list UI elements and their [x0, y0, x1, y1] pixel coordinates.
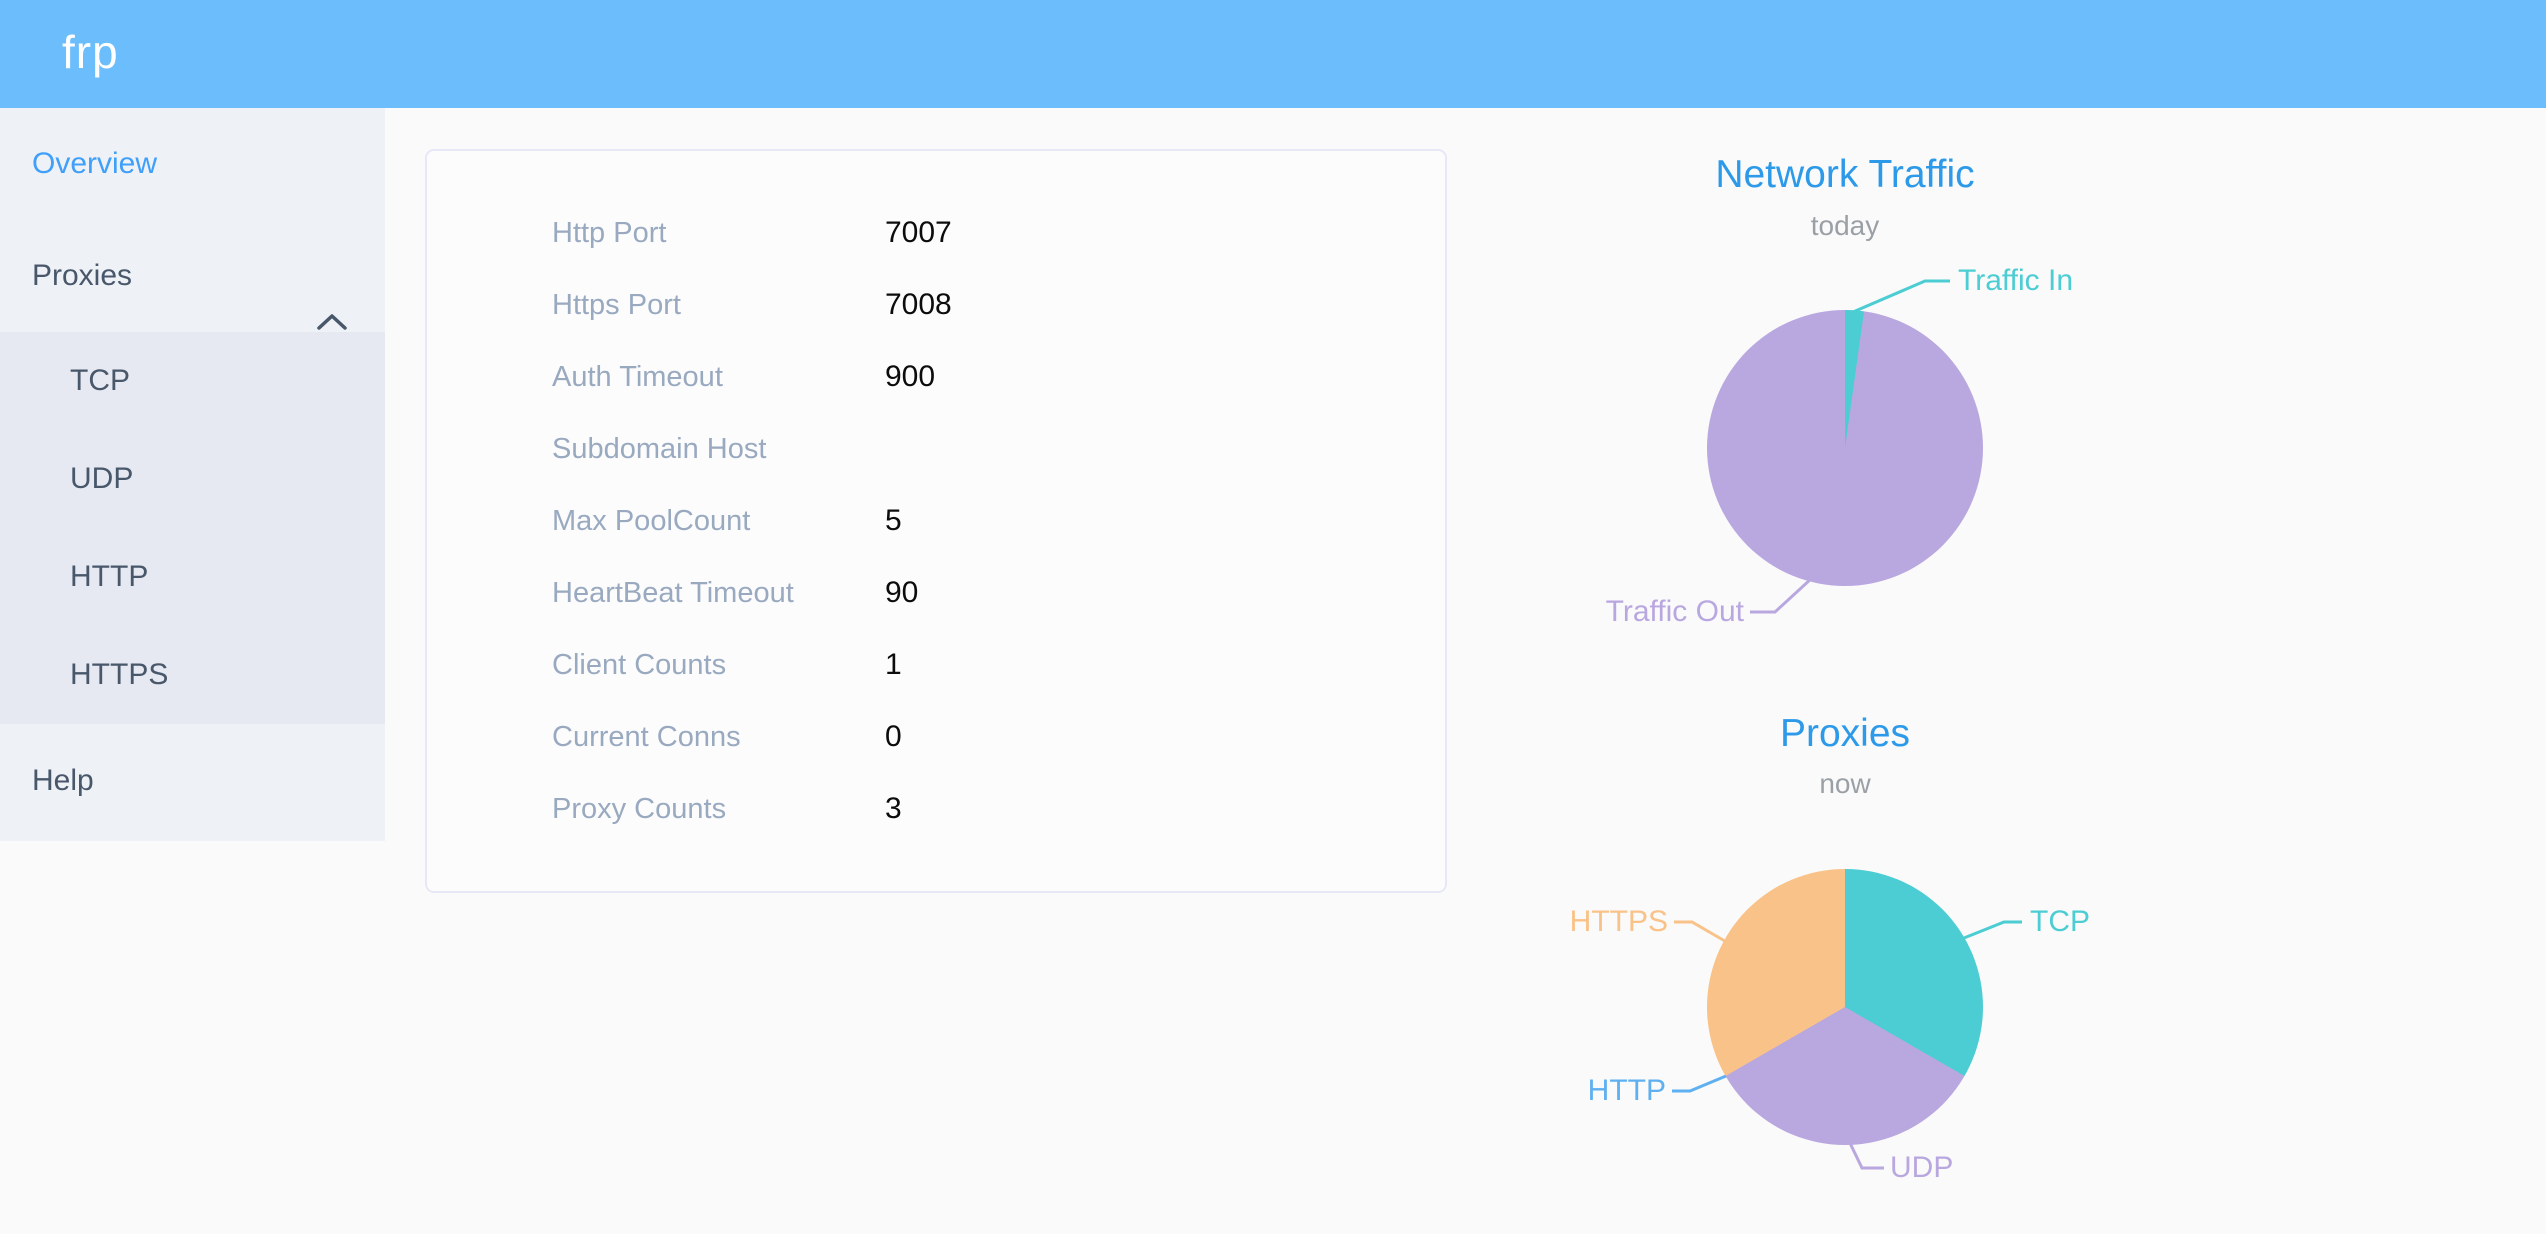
info-value: 7007: [885, 216, 952, 249]
info-row: HeartBeat Timeout 90: [427, 557, 1445, 629]
info-label: Client Counts: [552, 648, 727, 681]
info-label: Https Port: [552, 288, 681, 321]
network-traffic-title: Network Traffic: [1715, 153, 1975, 196]
http-slice-label: HTTP: [1587, 1074, 1666, 1107]
info-value: 0: [885, 720, 902, 753]
sidebar-item-label: UDP: [70, 462, 134, 495]
chevron-up-icon: [315, 267, 349, 330]
sidebar-item-label: TCP: [70, 364, 130, 397]
sidebar-item-tcp[interactable]: TCP: [0, 332, 385, 430]
info-value: 7008: [885, 288, 952, 321]
sidebar-item-https[interactable]: HTTPS: [0, 626, 385, 724]
info-label: Current Conns: [552, 720, 741, 753]
sidebar-item-http[interactable]: HTTP: [0, 528, 385, 626]
traffic-in-leader-line: [1852, 279, 1950, 314]
sidebar-item-label: Help: [32, 764, 94, 797]
sidebar-item-label: Overview: [32, 147, 158, 180]
info-value: 3: [885, 792, 902, 825]
info-row: Auth Timeout 900: [427, 341, 1445, 413]
sidebar-item-proxies[interactable]: Proxies: [0, 220, 385, 332]
info-row: Subdomain Host: [427, 413, 1445, 485]
sidebar-item-label: Proxies: [32, 259, 133, 292]
info-row: Proxy Counts 3: [427, 773, 1445, 845]
traffic-out-leader-line: [1750, 576, 1814, 614]
sidebar-item-udp[interactable]: UDP: [0, 430, 385, 528]
traffic-in-label: Traffic In: [1958, 264, 2074, 297]
https-leader-line: [1674, 920, 1731, 946]
network-traffic-pie: [1707, 310, 1983, 586]
proxies-submenu: TCP UDP HTTP HTTPS: [0, 332, 385, 724]
server-info-card: Http Port 7007 Https Port 7008 Auth Time…: [425, 149, 1447, 893]
info-label: Max PoolCount: [552, 504, 751, 537]
info-value: 90: [885, 576, 919, 609]
sidebar-item-label: HTTPS: [70, 658, 169, 691]
app-logo: frp: [62, 26, 119, 78]
info-row: Http Port 7007: [427, 197, 1445, 269]
proxies-pie: [1707, 869, 1983, 1145]
sidebar-item-label: HTTP: [70, 560, 149, 593]
http-leader-line: [1672, 1074, 1727, 1093]
info-row: Client Counts 1: [427, 629, 1445, 701]
info-row: Max PoolCount 5: [427, 485, 1445, 557]
info-label: Auth Timeout: [552, 360, 723, 393]
tcp-slice-label: TCP: [2030, 905, 2090, 938]
info-label: HeartBeat Timeout: [552, 576, 794, 609]
info-value: 5: [885, 504, 902, 537]
info-label: Subdomain Host: [552, 432, 767, 465]
sidebar-item-overview[interactable]: Overview: [0, 108, 385, 220]
app-header: frp: [0, 0, 2546, 108]
https-slice-label: HTTPS: [1569, 905, 1668, 938]
info-value: 900: [885, 360, 936, 393]
traffic-out-label: Traffic Out: [1605, 595, 1744, 628]
network-traffic-subtitle: today: [1810, 210, 1880, 241]
proxies-title: Proxies: [1779, 712, 1911, 755]
udp-leader-line: [1847, 1140, 1884, 1170]
sidebar-item-help[interactable]: Help: [0, 724, 385, 838]
info-row: Https Port 7008: [427, 269, 1445, 341]
proxies-subtitle: now: [1819, 768, 1871, 799]
info-label: Proxy Counts: [552, 792, 727, 825]
info-row: Current Conns 0: [427, 701, 1445, 773]
sidebar: Overview Proxies TCP UDP HTTP HTTPS: [0, 108, 385, 841]
udp-slice-label: UDP: [1890, 1151, 1954, 1184]
info-label: Http Port: [552, 216, 667, 249]
tcp-leader-line: [1963, 920, 2022, 940]
info-value: 1: [885, 648, 902, 681]
